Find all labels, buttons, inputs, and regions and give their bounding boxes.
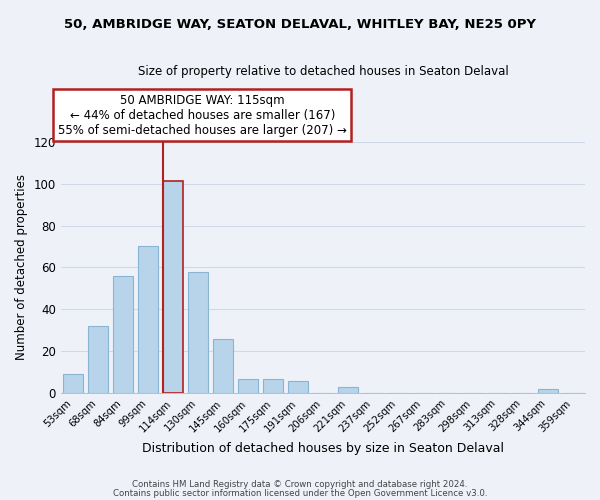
- Text: 50 AMBRIDGE WAY: 115sqm
← 44% of detached houses are smaller (167)
55% of semi-d: 50 AMBRIDGE WAY: 115sqm ← 44% of detache…: [58, 94, 347, 136]
- Text: Contains HM Land Registry data © Crown copyright and database right 2024.: Contains HM Land Registry data © Crown c…: [132, 480, 468, 489]
- Bar: [63, 374, 83, 393]
- Bar: [113, 276, 133, 393]
- X-axis label: Distribution of detached houses by size in Seaton Delaval: Distribution of detached houses by size …: [142, 442, 504, 455]
- Text: Contains public sector information licensed under the Open Government Licence v3: Contains public sector information licen…: [113, 489, 487, 498]
- Y-axis label: Number of detached properties: Number of detached properties: [15, 174, 28, 360]
- Bar: [188, 272, 208, 393]
- Text: 50, AMBRIDGE WAY, SEATON DELAVAL, WHITLEY BAY, NE25 0PY: 50, AMBRIDGE WAY, SEATON DELAVAL, WHITLE…: [64, 18, 536, 30]
- Bar: [288, 380, 308, 393]
- Bar: [88, 326, 108, 393]
- Bar: [538, 389, 557, 393]
- Bar: [163, 182, 183, 393]
- Bar: [338, 387, 358, 393]
- Bar: [138, 246, 158, 393]
- Bar: [238, 378, 258, 393]
- Bar: [263, 378, 283, 393]
- Title: Size of property relative to detached houses in Seaton Delaval: Size of property relative to detached ho…: [137, 65, 508, 78]
- Bar: [213, 338, 233, 393]
